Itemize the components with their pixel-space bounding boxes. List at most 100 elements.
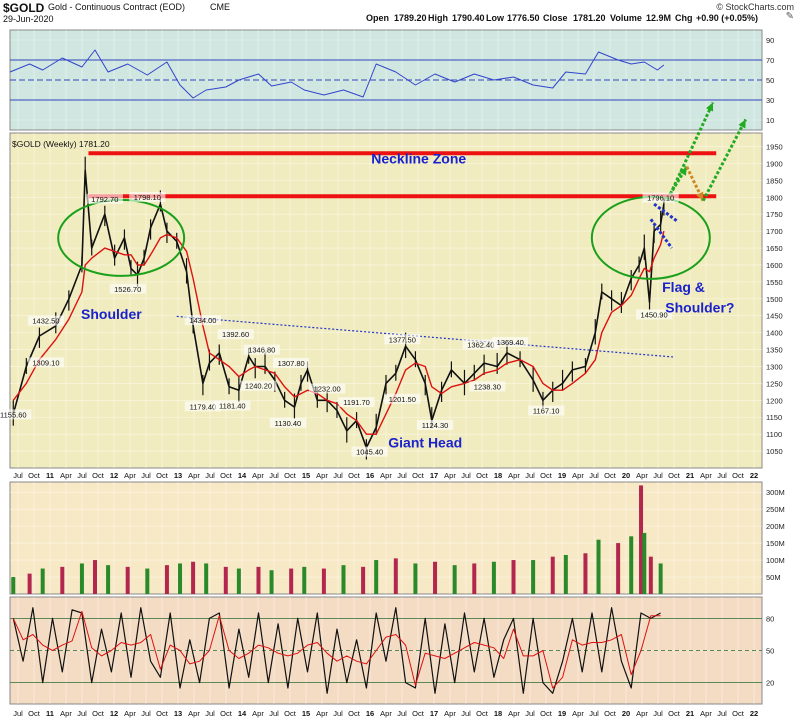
quote-low-label: Low (486, 13, 504, 23)
x-tick-label-bottom: Apr (252, 709, 264, 718)
price-axis-tick-label: 1900 (766, 159, 783, 168)
x-tick-label: Oct (92, 471, 105, 480)
price-data-label: 1130.40 (269, 417, 307, 428)
x-tick-label-bottom: Jul (461, 709, 471, 718)
x-tick-label-bottom: Apr (188, 709, 200, 718)
data-label-text: 1307.80 (278, 359, 305, 368)
volume-bar (11, 577, 16, 594)
data-label-bg (492, 337, 529, 348)
x-tick-label-bottom: 18 (494, 709, 502, 718)
data-label-text: 1155.60 (0, 410, 27, 419)
x-tick-label-bottom: Oct (540, 709, 553, 718)
x-tick-label-bottom: Jul (205, 709, 215, 718)
volume-bar (289, 568, 294, 594)
x-tick-label-bottom: Apr (444, 709, 456, 718)
x-tick-label-bottom: Oct (28, 709, 41, 718)
volume-axis-tick-label: 200M (766, 522, 785, 531)
copyright-text: © StockCharts.com (716, 2, 794, 12)
price-axis-tick-label: 1850 (766, 176, 783, 185)
quote-volume-label: Volume (610, 13, 642, 23)
x-tick-label-bottom: 22 (750, 709, 758, 718)
price-data-label: 1526.70 (109, 283, 146, 294)
x-tick-label: 14 (238, 471, 247, 480)
x-tick-label: Oct (220, 471, 233, 480)
x-tick-label-bottom: Oct (476, 709, 489, 718)
price-data-label: 1179.40 (184, 401, 222, 412)
price-axis-tick-label: 1250 (766, 379, 783, 388)
data-label-bg (129, 191, 166, 202)
arrow-up-second (701, 118, 747, 202)
x-tick-label: Jul (141, 471, 151, 480)
quote-close-label: Close (543, 13, 568, 23)
quote-chg-label: Chg (675, 13, 693, 23)
x-tick-label: Jul (461, 471, 471, 480)
arrow-up-long-head (705, 102, 714, 112)
price-data-label: 1232.00 (309, 383, 346, 394)
x-tick-label: Jul (589, 471, 599, 480)
volume-bar (204, 563, 209, 594)
data-label-bg (269, 417, 307, 428)
price-data-label: 1240.20 (240, 380, 277, 391)
annotation-text: Neckline Zone (371, 150, 466, 166)
price-data-label: 1362.40 (462, 339, 499, 350)
data-label-text: 1240.20 (245, 382, 272, 391)
price-axis-tick-label: 1150 (766, 413, 782, 422)
x-tick-label: Jul (653, 471, 663, 480)
settings-icon[interactable]: ✎ (785, 11, 794, 22)
x-tick-label-bottom: 11 (46, 709, 54, 718)
price-axis-tick-label: 1350 (766, 346, 783, 355)
trend-line (176, 315, 674, 358)
price-line (12, 169, 665, 449)
x-tick-label-bottom: Jul (141, 709, 151, 718)
data-label-text: 1392.60 (222, 330, 249, 339)
x-tick-label: 17 (430, 471, 438, 480)
x-tick-label-bottom: Oct (412, 709, 425, 718)
price-axis-tick-label: 1950 (766, 143, 783, 152)
price-axis-tick-label: 1600 (766, 261, 783, 270)
price-data-label: 1191.70 (338, 397, 375, 408)
data-label-text: 1432.50 (32, 317, 59, 326)
x-tick-label: 15 (302, 471, 310, 480)
data-label-text: 1309.10 (32, 358, 59, 367)
data-label-text: 1796.10 (647, 194, 674, 203)
volume-bar (191, 561, 196, 594)
stochastic-axis-tick-label: 80 (766, 614, 774, 623)
data-label-text: 1045.40 (356, 448, 383, 457)
data-label-text: 1798.10 (134, 193, 161, 202)
data-label-text: 1434.00 (189, 316, 216, 325)
x-tick-label: Oct (28, 471, 41, 480)
annotation-text: Flag & (662, 279, 705, 295)
annotation-text: Shoulder (81, 306, 142, 322)
arrow-up-second-head (738, 119, 746, 129)
data-label-bg (273, 357, 310, 368)
x-tick-label: Apr (124, 471, 136, 480)
volume-bar (616, 543, 621, 594)
quote-chg-value: +0.90 (+0.05%) (696, 13, 759, 23)
x-tick-label-bottom: Apr (316, 709, 328, 718)
x-tick-label: Oct (156, 471, 169, 480)
price-axis-tick-label: 1450 (766, 312, 783, 321)
data-label-text: 1238.30 (474, 382, 501, 391)
volume-bar (583, 553, 588, 594)
x-tick-label: 13 (174, 471, 182, 480)
x-tick-label-bottom: Jul (589, 709, 599, 718)
data-label-text: 1377.50 (389, 335, 416, 344)
volume-axis-tick-label: 100M (766, 556, 785, 565)
data-label-text: 1232.00 (314, 384, 341, 393)
price-axis-tick-label: 1050 (766, 447, 783, 456)
quote-open-value: 1789.20 (394, 13, 427, 23)
data-label-text: 1450.90 (641, 310, 668, 319)
volume-bar (79, 563, 84, 594)
x-tick-label-bottom: Oct (92, 709, 105, 718)
price-data-label: 1045.40 (351, 446, 388, 457)
price-data-label: 1392.60 (217, 329, 254, 340)
price-data-label: 1167.10 (528, 405, 565, 416)
stochastic-d-line (12, 610, 661, 689)
x-tick-label: 18 (494, 471, 502, 480)
x-tick-label-bottom: Apr (700, 709, 712, 718)
x-tick-label-bottom: Apr (380, 709, 392, 718)
x-tick-label-bottom: Apr (124, 709, 136, 718)
x-tick-label-bottom: 19 (558, 709, 566, 718)
volume-bar (321, 568, 326, 594)
data-label-text: 1369.40 (497, 338, 524, 347)
